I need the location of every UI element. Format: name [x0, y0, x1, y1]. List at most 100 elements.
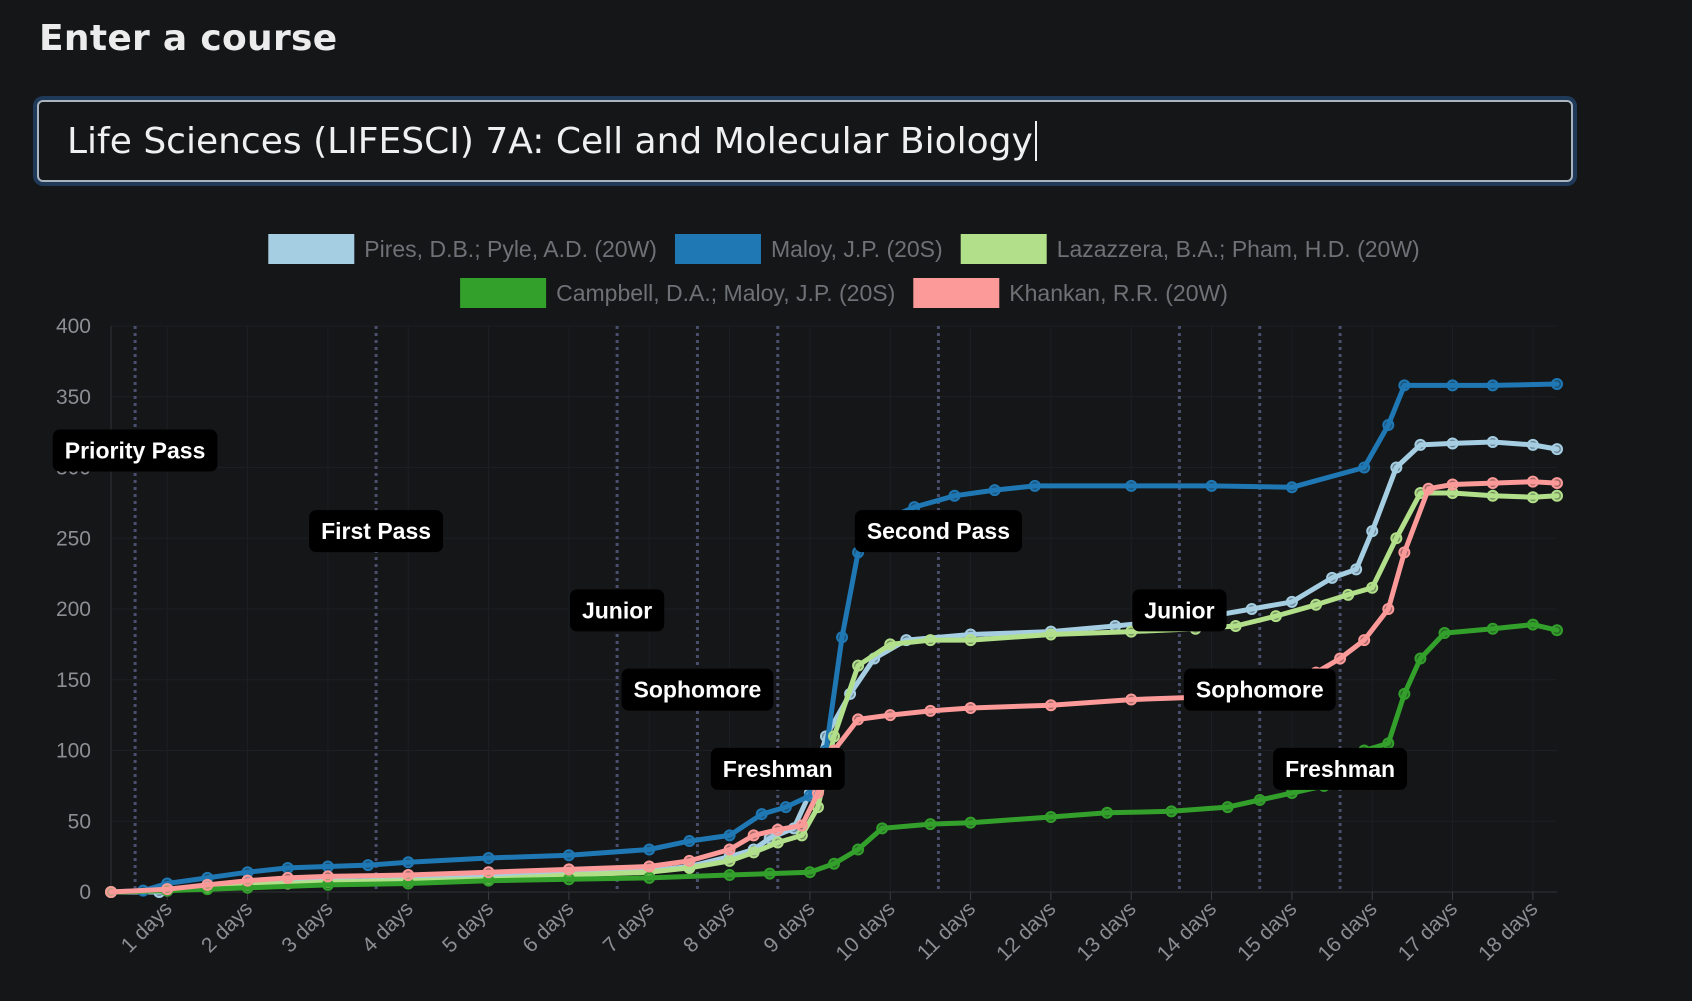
data-point [1382, 419, 1395, 432]
annotation-bg [1132, 589, 1227, 632]
data-point [1526, 618, 1539, 631]
data-point [1486, 436, 1499, 449]
data-point [1390, 461, 1403, 474]
data-point [482, 852, 495, 865]
data-point [1326, 571, 1339, 584]
data-point [1390, 532, 1403, 545]
data-point [402, 856, 415, 869]
legend-item[interactable]: Maloy, J.P. (20S) [674, 234, 943, 264]
data-point [747, 846, 760, 859]
y-tick-label: 50 [68, 810, 91, 833]
data-point [803, 866, 816, 879]
text-caret [1034, 121, 1037, 161]
data-point [1285, 481, 1298, 494]
data-point [1551, 378, 1563, 391]
data-point [771, 836, 784, 849]
annotation-text: Second Pass [867, 518, 1010, 544]
data-point [201, 878, 214, 891]
legend-swatch [913, 278, 1000, 308]
annotation-text: Freshman [1285, 756, 1395, 782]
data-point [1044, 811, 1057, 824]
data-point [1382, 603, 1395, 615]
chart-legend[interactable]: Pires, D.B.; Pyle, A.D. (20W) Maloy, J.P.… [268, 234, 1420, 308]
data-point [321, 860, 334, 873]
data-point [924, 704, 937, 717]
chart-series [105, 378, 1563, 898]
x-tick-label: 14 days [1153, 897, 1221, 965]
annotation-label: Freshman [1273, 747, 1408, 790]
data-point [884, 638, 897, 651]
annotation-label: Sophomore [621, 668, 774, 711]
data-point [763, 867, 776, 880]
legend-label: Maloy, J.P. (20S) [771, 236, 943, 262]
data-point [1101, 806, 1114, 819]
annotation-bg [621, 668, 774, 711]
x-tick-label: 13 days [1072, 897, 1140, 965]
annotation-bg [854, 510, 1023, 553]
x-tick-label: 3 days [277, 897, 337, 957]
legend-swatch [268, 234, 355, 264]
data-point [1398, 379, 1411, 392]
x-tick-label: 4 days [358, 897, 418, 957]
data-point [1551, 477, 1563, 490]
annotation-label: Junior [569, 589, 665, 632]
data-point [988, 484, 1001, 497]
data-point [562, 863, 575, 876]
data-point [1109, 619, 1122, 632]
data-point [828, 730, 840, 743]
data-point [1221, 801, 1234, 814]
legend-label: Lazazzera, B.A.; Pham, H.D. (20W) [1057, 236, 1420, 262]
data-point [1334, 652, 1347, 665]
annotation-label: Junior [1132, 589, 1227, 632]
data-point [852, 843, 865, 856]
annotation-bg [52, 429, 218, 472]
x-tick-label: 6 days [518, 897, 578, 957]
annotation-label: Priority Pass [52, 429, 218, 472]
y-tick-label: 0 [79, 881, 91, 904]
data-point [924, 634, 937, 647]
legend-item[interactable]: Pires, D.B.; Pyle, A.D. (20W) [268, 234, 657, 264]
annotation-bg [1183, 668, 1336, 711]
data-point [1446, 478, 1459, 491]
y-tick-label: 250 [56, 527, 91, 550]
data-point [362, 859, 375, 872]
data-point [1285, 595, 1298, 608]
data-point [1366, 525, 1379, 538]
data-point [643, 871, 656, 884]
data-point [105, 886, 117, 898]
data-point [723, 869, 736, 882]
x-tick-label: 8 days [679, 897, 739, 957]
x-tick-label: 16 days [1313, 897, 1381, 965]
data-point [1551, 624, 1563, 637]
data-point [1125, 693, 1138, 706]
data-point [1438, 627, 1451, 640]
data-point [755, 808, 768, 821]
annotation-text: Sophomore [1196, 677, 1324, 703]
series-line [108, 479, 1560, 895]
data-point [1245, 603, 1258, 615]
data-point [964, 634, 977, 647]
legend-item[interactable]: Campbell, D.A.; Maloy, J.P. (20S) [460, 278, 895, 308]
annotation-text: Sophomore [634, 677, 762, 703]
data-point [402, 869, 415, 882]
data-point [852, 659, 865, 672]
data-point [948, 489, 961, 502]
data-point [1269, 610, 1282, 623]
legend-label: Campbell, D.A.; Maloy, J.P. (20S) [556, 280, 895, 306]
data-point [281, 861, 294, 874]
data-point [281, 871, 294, 884]
data-point [241, 874, 254, 887]
data-point [828, 857, 840, 870]
series-1 [105, 378, 1563, 898]
annotation-text: Priority Pass [65, 438, 206, 464]
legend-item[interactable]: Khankan, R.R. (20W) [913, 278, 1228, 308]
annotation-label: Freshman [710, 747, 845, 790]
data-point [1551, 489, 1563, 502]
course-search-input[interactable]: Life Sciences (LIFESCI) 7A: Cell and Mol… [37, 100, 1573, 182]
data-point [321, 870, 334, 883]
data-point [1446, 379, 1459, 392]
data-point [1310, 598, 1322, 611]
y-tick-label: 400 [56, 315, 91, 338]
legend-item[interactable]: Lazazzera, B.A.; Pham, H.D. (20W) [960, 234, 1420, 264]
annotation-label: Sophomore [1183, 668, 1336, 711]
